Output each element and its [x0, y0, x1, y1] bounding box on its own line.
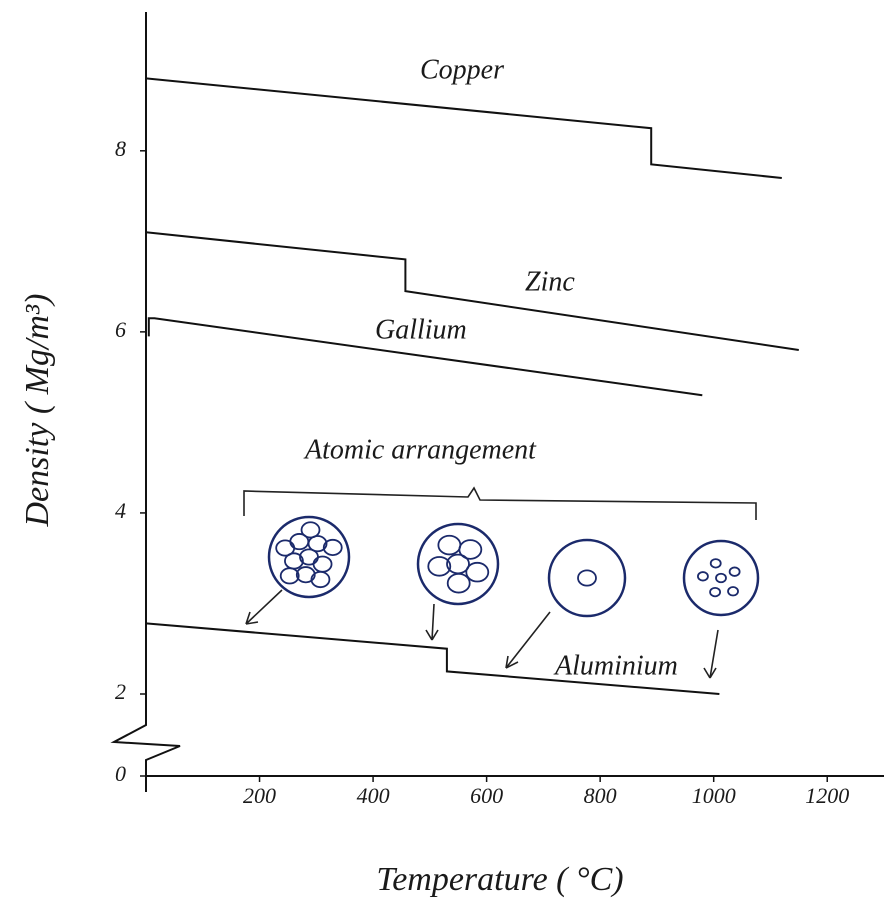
- atomic-arrangement-figures: [269, 517, 758, 616]
- atom: [728, 587, 738, 596]
- y-tick-label: 6: [115, 317, 126, 342]
- y-tick-label: 0: [115, 761, 126, 786]
- page: Copper Zinc Gallium Aluminium Atomic arr…: [0, 0, 884, 907]
- bracket: [244, 488, 756, 520]
- atom: [314, 556, 332, 571]
- x-tick-label: 200: [243, 783, 276, 808]
- x-axis-label: Temperature ( °C): [376, 861, 623, 898]
- y-tick-label: 8: [115, 136, 126, 161]
- annotation: Atomic arrangement: [303, 434, 537, 465]
- atom: [716, 574, 726, 583]
- data-line: [146, 78, 782, 178]
- atom: [302, 522, 320, 537]
- atom: [711, 559, 721, 568]
- atom-boundary: [549, 540, 625, 616]
- x-tick-label: 800: [584, 783, 617, 808]
- atom: [276, 540, 294, 555]
- x-tick-label: 600: [470, 783, 503, 808]
- chart: Copper Zinc Gallium Aluminium Atomic arr…: [0, 0, 884, 907]
- atom: [698, 572, 708, 581]
- atom-boundary: [269, 517, 349, 597]
- y-axis-label: Density ( Mg/m³): [19, 293, 56, 527]
- atom: [710, 588, 720, 597]
- x-tick-label: 1000: [692, 783, 736, 808]
- atom: [459, 540, 481, 559]
- atom: [466, 563, 488, 582]
- series-label: Gallium: [375, 314, 467, 345]
- atom-boundary: [684, 541, 758, 615]
- atom: [448, 574, 470, 593]
- atom: [311, 572, 329, 587]
- y-tick-label: 4: [115, 498, 126, 523]
- atom: [438, 536, 460, 555]
- series-label: Zinc: [525, 266, 575, 297]
- series-label: Aluminium: [553, 650, 678, 681]
- atom: [578, 570, 596, 585]
- series-label: Copper: [420, 54, 504, 85]
- x-tick-label: 400: [357, 783, 390, 808]
- y-tick-label: 2: [115, 679, 126, 704]
- data-line: [146, 232, 799, 350]
- x-tick-label: 1200: [805, 783, 849, 808]
- atom: [730, 567, 740, 576]
- y-axis: [114, 12, 180, 792]
